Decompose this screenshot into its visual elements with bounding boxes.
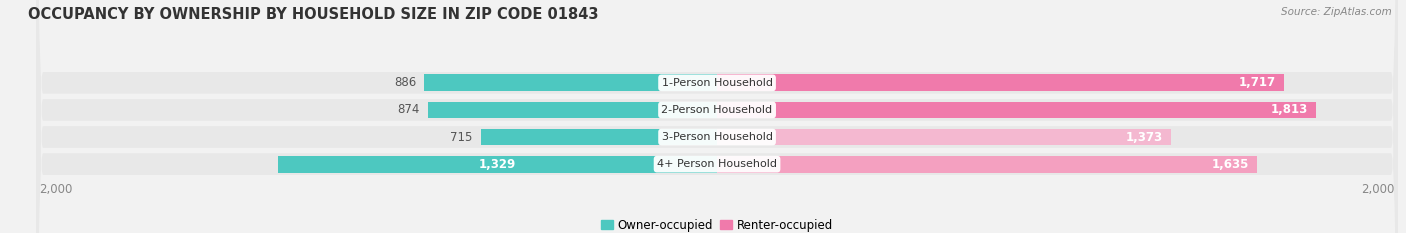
FancyBboxPatch shape [37, 0, 1398, 233]
Text: 1,717: 1,717 [1239, 76, 1277, 89]
Bar [278, 156, 717, 172]
Text: OCCUPANCY BY OWNERSHIP BY HOUSEHOLD SIZE IN ZIP CODE 01843: OCCUPANCY BY OWNERSHIP BY HOUSEHOLD SIZE… [28, 7, 599, 22]
Text: 1,329: 1,329 [479, 158, 516, 171]
Text: 1,373: 1,373 [1125, 130, 1163, 144]
FancyBboxPatch shape [37, 0, 1398, 233]
Bar [717, 129, 1171, 145]
Text: 1-Person Household: 1-Person Household [662, 78, 772, 88]
Text: 3-Person Household: 3-Person Household [662, 132, 772, 142]
Bar [481, 129, 717, 145]
Bar [429, 102, 717, 118]
Legend: Owner-occupied, Renter-occupied: Owner-occupied, Renter-occupied [596, 214, 838, 233]
Text: Source: ZipAtlas.com: Source: ZipAtlas.com [1281, 7, 1392, 17]
Text: 2-Person Household: 2-Person Household [661, 105, 773, 115]
Text: 715: 715 [450, 130, 472, 144]
FancyBboxPatch shape [37, 0, 1398, 233]
Bar [717, 102, 1316, 118]
Bar [425, 75, 717, 91]
FancyBboxPatch shape [37, 0, 1398, 233]
Bar [717, 156, 1257, 172]
Text: 874: 874 [398, 103, 420, 116]
Text: 1,635: 1,635 [1212, 158, 1249, 171]
Bar [717, 75, 1284, 91]
Text: 886: 886 [394, 76, 416, 89]
Text: 4+ Person Household: 4+ Person Household [657, 159, 778, 169]
Text: 1,813: 1,813 [1271, 103, 1308, 116]
